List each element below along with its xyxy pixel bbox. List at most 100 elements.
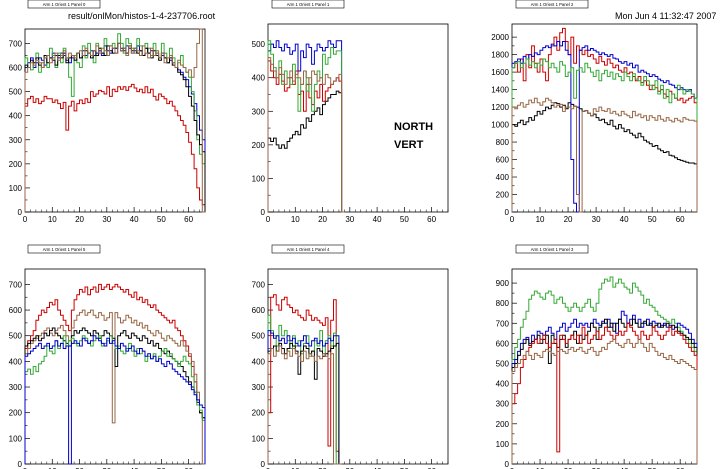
y-tick-label: 2000: [491, 33, 509, 42]
y-tick-label: 500: [252, 40, 266, 49]
panel-title: Arm 1 Orient 1 Panel 4: [287, 247, 330, 252]
series-black-histogram: [267, 90, 345, 213]
y-tick-label: 200: [496, 420, 510, 429]
x-tick-label: 60: [427, 215, 436, 224]
series-red-histogram: [24, 83, 206, 212]
x-tick-label: 50: [400, 467, 409, 469]
y-tick-label: 400: [496, 380, 510, 389]
y-tick-label: 600: [9, 306, 23, 315]
panel-4: Arm 1 Orient 1 Panel 4010020030040050060…: [252, 244, 449, 469]
x-tick-label: 0: [266, 215, 271, 224]
y-tick-label: 1800: [491, 51, 509, 60]
series-brown-histogram: [267, 57, 345, 213]
x-tick-label: 10: [48, 215, 57, 224]
panel-0: Arm 1 Orient 1 Panel 0010020030040050060…: [9, 0, 206, 224]
x-tick-label: 20: [75, 215, 84, 224]
x-tick-label: 40: [620, 467, 629, 469]
y-tick-label: 200: [496, 191, 510, 200]
x-tick-label: 50: [157, 467, 166, 469]
y-tick-label: 0: [18, 460, 23, 469]
y-tick-label: 700: [252, 280, 266, 289]
x-tick-label: 30: [592, 215, 601, 224]
series-brown-histogram: [267, 345, 342, 465]
series-brown-histogram: [24, 28, 205, 213]
y-tick-label: 300: [9, 136, 23, 145]
y-tick-label: 1600: [491, 68, 509, 77]
panel-1: Arm 1 Orient 1 Panel 1 0 100 200 300 400 500 0 1…: [252, 0, 449, 224]
x-tick-label: 0: [510, 215, 515, 224]
y-tick-label: 800: [496, 138, 510, 147]
y-tick-label: 400: [252, 74, 266, 83]
x-tick-label: 0: [266, 467, 271, 469]
x-tick-label: 40: [130, 215, 139, 224]
y-tick-label: 400: [9, 357, 23, 366]
y-tick-label: 1200: [491, 103, 509, 112]
y-tick-label: 600: [496, 339, 510, 348]
series-blue-histogram: [511, 41, 698, 213]
series-black-histogram: [267, 342, 342, 465]
series-brown-histogram: [511, 97, 698, 213]
y-tick-label: 0: [261, 208, 266, 217]
series-brown-histogram: [511, 338, 698, 464]
y-tick-label: 500: [9, 332, 23, 341]
series-brown-histogram: [24, 309, 205, 465]
panel-title-box: [271, 244, 345, 254]
y-tick-label: 300: [252, 383, 266, 392]
panel-5: Arm 1 Orient 1 Panel 3010020030040050060…: [496, 244, 698, 469]
y-tick-label: 0: [505, 460, 510, 469]
panel-title: Arm 1 Orient 1 Panel 1: [287, 2, 330, 7]
series-green-histogram: [511, 58, 698, 212]
x-tick-label: 10: [291, 467, 300, 469]
y-tick-label: 500: [9, 88, 23, 97]
panel-title: Arm 1 Orient 1 Panel 3: [531, 247, 574, 252]
y-tick-label: 100: [9, 184, 23, 193]
y-tick-label: 700: [496, 319, 510, 328]
y-tick-label: 600: [496, 156, 510, 165]
x-tick-label: 0: [23, 467, 28, 469]
x-tick-label: 20: [318, 215, 327, 224]
plot-frame: [267, 268, 449, 465]
x-tick-label: 50: [648, 215, 657, 224]
y-tick-label: 300: [496, 400, 510, 409]
x-tick-label: 30: [102, 467, 111, 469]
y-tick-label: 100: [252, 434, 266, 443]
x-tick-label: 10: [291, 215, 300, 224]
y-tick-label: 900: [496, 279, 510, 288]
panel-title: Arm 1 Orient 1 Panel 5: [43, 247, 86, 252]
plot-frame: [267, 23, 449, 213]
panel-3: Arm 1 Orient 1 Panel 5010020030040050060…: [9, 244, 206, 469]
x-tick-label: 60: [676, 467, 685, 469]
y-tick-label: 500: [252, 332, 266, 341]
series-black-histogram: [511, 102, 698, 212]
y-tick-label: 200: [252, 409, 266, 418]
x-tick-label: 50: [648, 467, 657, 469]
x-tick-label: 30: [102, 215, 111, 224]
x-tick-label: 60: [676, 215, 685, 224]
x-tick-label: 10: [536, 467, 545, 469]
series-red-histogram: [511, 322, 698, 464]
x-tick-label: 20: [564, 467, 573, 469]
x-tick-label: 20: [318, 467, 327, 469]
x-tick-label: 0: [510, 467, 515, 469]
y-tick-label: 100: [496, 440, 510, 449]
x-tick-label: 40: [620, 215, 629, 224]
x-tick-label: 50: [400, 215, 409, 224]
y-tick-label: 700: [9, 39, 23, 48]
panel-title-box: [27, 0, 101, 9]
x-tick-label: 60: [184, 467, 193, 469]
y-tick-label: 800: [496, 299, 510, 308]
series-black-histogram: [511, 318, 698, 464]
x-tick-label: 50: [157, 215, 166, 224]
panel-title-box: [27, 244, 101, 254]
y-tick-label: 0: [18, 208, 23, 217]
x-tick-label: 30: [592, 467, 601, 469]
plot-frame: [511, 268, 698, 465]
panel-title-box: [515, 0, 589, 9]
x-tick-label: 0: [23, 215, 28, 224]
y-tick-label: 300: [9, 383, 23, 392]
y-tick-label: 400: [496, 173, 510, 182]
panel-title-box: [515, 244, 589, 254]
x-tick-label: 40: [373, 215, 382, 224]
series-red-histogram: [24, 283, 206, 464]
y-tick-label: 600: [252, 306, 266, 315]
